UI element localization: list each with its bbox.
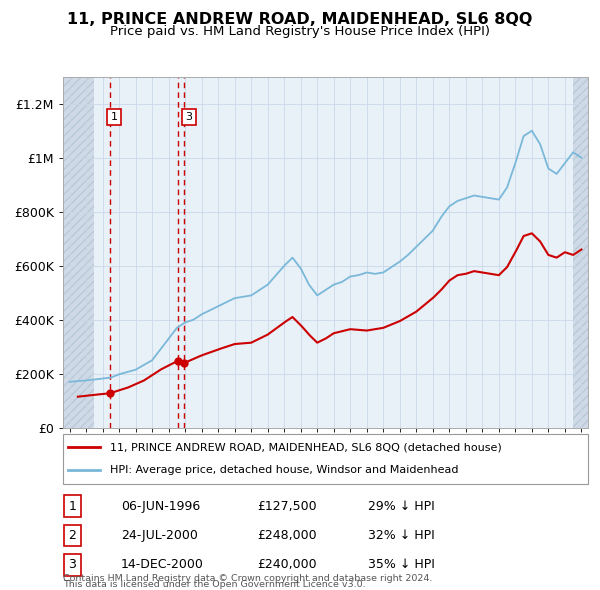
Text: 24-JUL-2000: 24-JUL-2000 xyxy=(121,529,197,542)
Bar xyxy=(63,77,94,428)
Text: This data is licensed under the Open Government Licence v3.0.: This data is licensed under the Open Gov… xyxy=(63,581,365,589)
Text: 3: 3 xyxy=(68,558,76,571)
Text: £248,000: £248,000 xyxy=(257,529,317,542)
Text: 2: 2 xyxy=(68,529,76,542)
Text: 14-DEC-2000: 14-DEC-2000 xyxy=(121,558,203,571)
Text: £127,500: £127,500 xyxy=(257,500,317,513)
Text: 3: 3 xyxy=(185,112,192,122)
Text: 11, PRINCE ANDREW ROAD, MAIDENHEAD, SL6 8QQ (detached house): 11, PRINCE ANDREW ROAD, MAIDENHEAD, SL6 … xyxy=(110,442,502,452)
Text: 06-JUN-1996: 06-JUN-1996 xyxy=(121,500,200,513)
Text: HPI: Average price, detached house, Windsor and Maidenhead: HPI: Average price, detached house, Wind… xyxy=(110,466,459,476)
Text: 32% ↓ HPI: 32% ↓ HPI xyxy=(367,529,434,542)
Text: 11, PRINCE ANDREW ROAD, MAIDENHEAD, SL6 8QQ: 11, PRINCE ANDREW ROAD, MAIDENHEAD, SL6 … xyxy=(67,12,533,27)
Text: Contains HM Land Registry data © Crown copyright and database right 2024.: Contains HM Land Registry data © Crown c… xyxy=(63,574,433,583)
Text: Price paid vs. HM Land Registry's House Price Index (HPI): Price paid vs. HM Land Registry's House … xyxy=(110,25,490,38)
Bar xyxy=(573,77,588,428)
FancyBboxPatch shape xyxy=(63,434,588,484)
Text: 1: 1 xyxy=(110,112,118,122)
Text: 29% ↓ HPI: 29% ↓ HPI xyxy=(367,500,434,513)
Text: £240,000: £240,000 xyxy=(257,558,317,571)
Text: 35% ↓ HPI: 35% ↓ HPI xyxy=(367,558,434,571)
Text: 1: 1 xyxy=(68,500,76,513)
